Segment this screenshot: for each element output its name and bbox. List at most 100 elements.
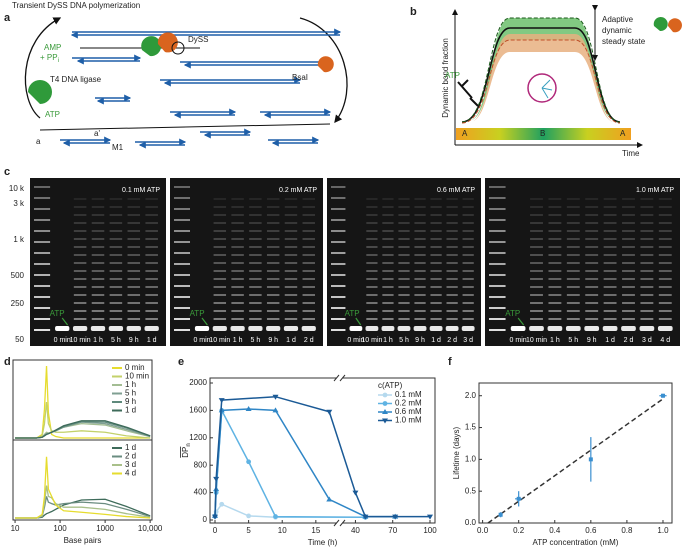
band [530, 206, 543, 208]
ladder-band [489, 208, 506, 210]
lane-label: 9 h [415, 337, 425, 344]
band [622, 278, 635, 280]
label: + PPi [40, 53, 59, 63]
band [231, 198, 244, 200]
lane-label: 2 d [624, 337, 634, 344]
gel-label: 0.1 mM ATP [122, 187, 160, 194]
lane-label: 2 d [304, 337, 314, 344]
band [127, 262, 141, 264]
band [603, 214, 617, 216]
band [430, 206, 442, 208]
band [462, 318, 474, 320]
band [302, 318, 315, 320]
ladder-band [174, 296, 191, 298]
band [382, 262, 394, 264]
size-label: 50 [15, 335, 24, 344]
band [145, 254, 158, 256]
band [603, 222, 617, 224]
band [658, 270, 672, 272]
point [272, 407, 279, 413]
band [640, 246, 654, 248]
band [621, 326, 636, 331]
band [414, 222, 426, 224]
band [302, 278, 315, 280]
band [382, 246, 394, 248]
legend-label: 0 min [125, 363, 145, 372]
band [548, 310, 562, 312]
band [284, 294, 298, 296]
band [446, 198, 458, 200]
band [414, 262, 426, 264]
ladder-band [34, 329, 51, 331]
size-label: 3 k [13, 199, 25, 208]
band [266, 278, 280, 280]
ladder-band [331, 241, 346, 243]
band [640, 310, 654, 312]
phase: A [462, 129, 468, 138]
band [73, 238, 87, 240]
band [366, 310, 378, 312]
band [414, 302, 426, 304]
band [446, 254, 458, 256]
legend-label: 0.2 mM [395, 399, 422, 408]
band [73, 198, 87, 200]
band [366, 262, 378, 264]
legend-label: 1 d [125, 443, 136, 452]
band [231, 222, 244, 224]
band [414, 318, 426, 320]
band [213, 238, 227, 240]
band [144, 326, 159, 331]
band [284, 286, 298, 288]
band [213, 222, 227, 224]
lane-label: 1 h [383, 337, 393, 344]
ladder-band [331, 219, 346, 221]
band [366, 294, 378, 296]
band [640, 294, 654, 296]
band [213, 262, 227, 264]
trace [15, 420, 151, 439]
ladder-band [174, 186, 191, 188]
band [430, 238, 442, 240]
x-tick-label: 10 [11, 524, 20, 533]
band [462, 254, 474, 256]
band [91, 214, 105, 216]
x-tick-label: 15 [311, 526, 320, 535]
band [603, 318, 617, 320]
band [530, 254, 543, 256]
ladder-band [489, 241, 506, 243]
band [622, 206, 635, 208]
band [446, 294, 458, 296]
panel-label: f [448, 356, 452, 368]
band [430, 198, 442, 200]
x-tick-label: 0.0 [477, 526, 489, 535]
band [639, 326, 655, 331]
band [548, 222, 562, 224]
band [284, 310, 298, 312]
syringe [457, 79, 479, 107]
label: BsaI [292, 73, 308, 82]
band [398, 286, 410, 288]
band [302, 246, 315, 248]
band [213, 206, 227, 208]
lane-label: 1 d [147, 337, 157, 344]
panel-title: Transient DySS DNA polymerization [12, 1, 140, 10]
band [585, 270, 599, 272]
ladder-band [331, 186, 346, 188]
band [548, 198, 562, 200]
legend-label: 0.6 mM [395, 407, 422, 416]
band [462, 238, 474, 240]
band [302, 214, 315, 216]
band [640, 278, 654, 280]
band [109, 230, 123, 232]
band [109, 222, 123, 224]
band [73, 270, 87, 272]
label: DySS [188, 35, 208, 44]
band [266, 254, 280, 256]
band [284, 246, 298, 248]
cycle-arrow [24, 17, 62, 119]
band [231, 286, 244, 288]
ladder-band [331, 230, 346, 232]
ladder-band [174, 318, 191, 320]
size-label: 10 k [9, 184, 25, 193]
